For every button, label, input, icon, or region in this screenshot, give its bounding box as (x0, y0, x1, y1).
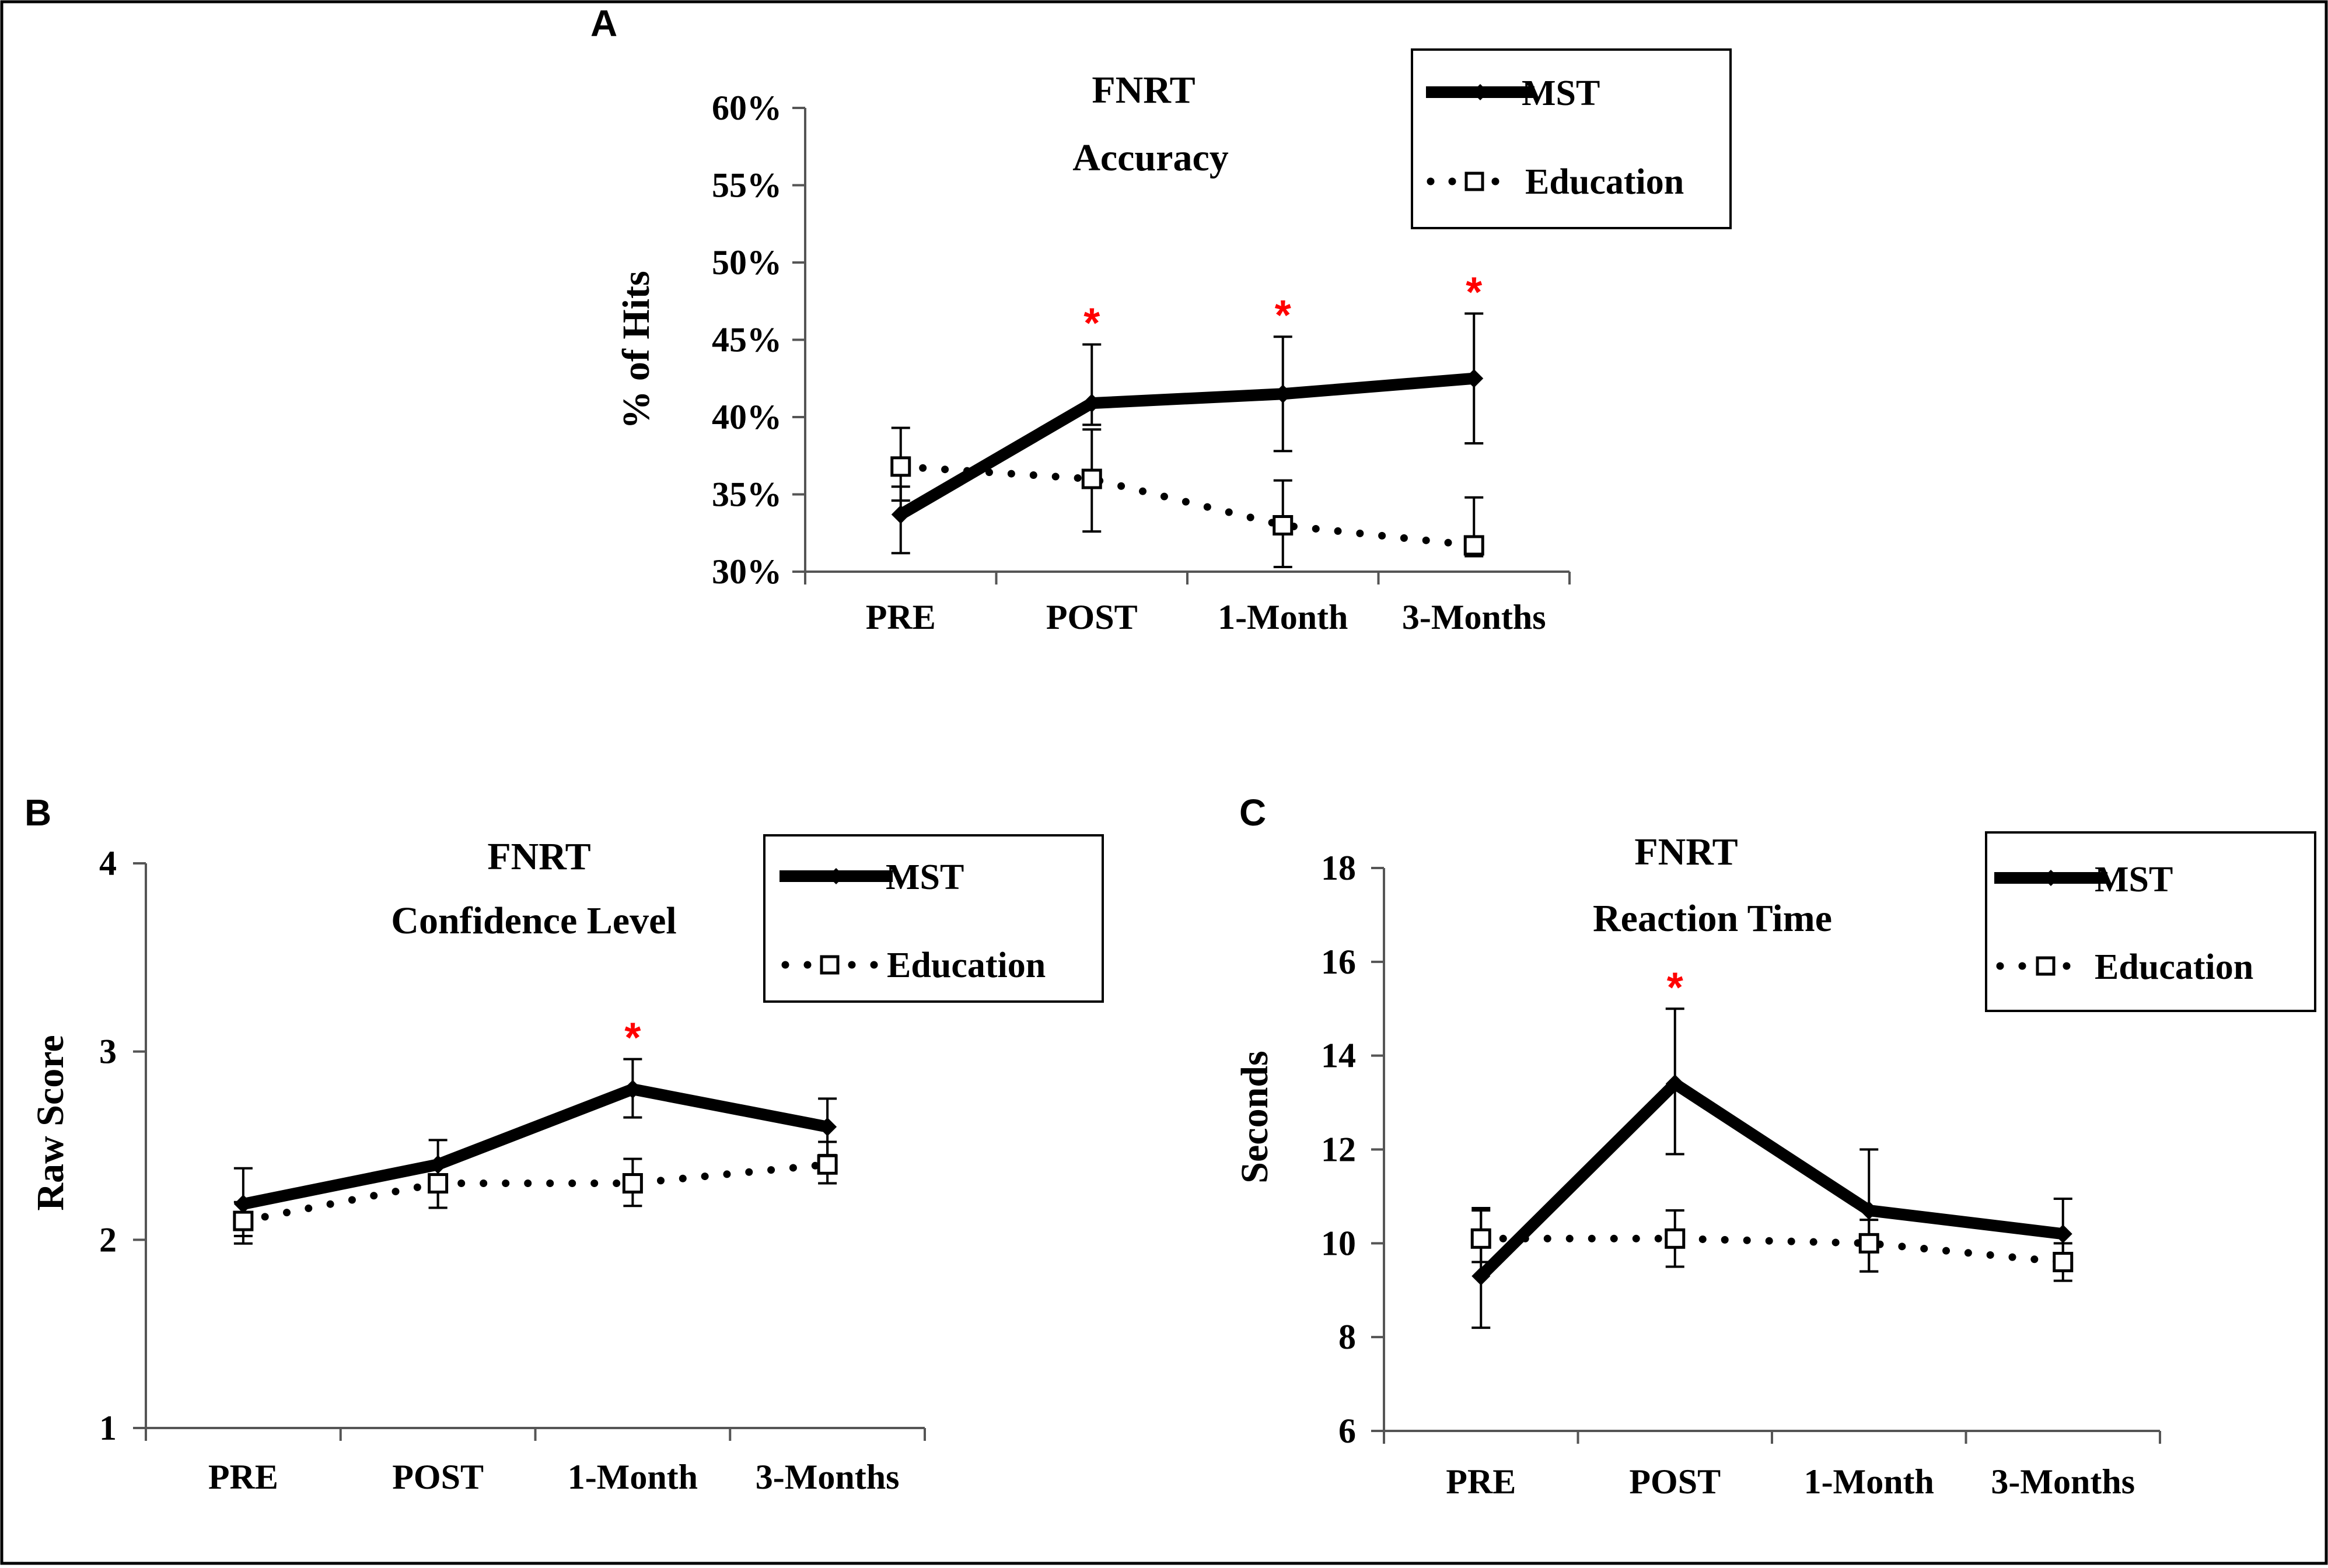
panel-a-significance-star: * (1275, 292, 1291, 339)
panel-c-y-axis-label: Seconds (1233, 1051, 1276, 1183)
panel-a-mst-line (897, 372, 1475, 520)
panel-c-education-marker (1665, 1228, 1686, 1249)
panel-a-y-tick-label: 35% (712, 475, 782, 514)
panel-c-legend-education-marker (2036, 956, 2056, 976)
panel-c-mst-marker (2053, 1224, 2072, 1244)
panel-b-y-tick-label: 3 (99, 1032, 117, 1071)
panel-a-y-tick-label: 55% (712, 166, 782, 205)
panel-c-title-line-1: FNRT (1634, 831, 1738, 873)
panel-b-legend-education-marker (820, 955, 840, 975)
panel-b-x-tick-label: PRE (208, 1458, 278, 1496)
panel-b-legend: MST Education (763, 834, 1104, 1003)
panel-b-y-tick-label: 1 (99, 1409, 117, 1447)
panel-a-legend-mst-marker (1472, 84, 1488, 100)
panel-c-education-line (1477, 1234, 2067, 1266)
panel-a: A FNRT Accuracy % of Hits MST Education … (590, 2, 1732, 636)
panel-c-x-tick-label: PRE (1446, 1462, 1516, 1501)
panel-a-title-line-1: FNRT (1092, 69, 1195, 111)
panel-a-x-tick-label: 3-Months (1402, 598, 1546, 636)
panel-c-legend-mst-label: MST (2095, 860, 2173, 900)
panel-a-y-tick-label: 30% (712, 552, 782, 591)
panel-a-y-tick-label: 60% (712, 89, 782, 127)
panel-b-x-tick-label: 3-Months (756, 1458, 900, 1496)
panel-b-education-line (239, 1160, 831, 1225)
panel-c-y-tick-label: 8 (1338, 1318, 1356, 1356)
panel-b-x-tick-label: 1-Month (568, 1458, 698, 1496)
panel-c-mst-marker (1665, 1074, 1684, 1093)
panel-c-x-tick-label: 3-Months (1991, 1462, 2135, 1501)
panel-c-y-tick-label: 14 (1321, 1037, 1356, 1075)
panel-a-y-tick-label: 50% (712, 243, 782, 282)
panel-c-mst-marker (1859, 1201, 1879, 1220)
panel-c-education-marker (2053, 1252, 2074, 1272)
panel-a-legend-education-marker (1464, 172, 1484, 191)
panel-c-letter: C (1239, 792, 1266, 834)
panel-c-mst-marker (1471, 1266, 1491, 1286)
panel-c-y-tick-label: 18 (1321, 849, 1356, 887)
panel-c-x-tick-label: 1-Month (1804, 1462, 1934, 1501)
panel-c-education-marker (1470, 1228, 1491, 1249)
panel-c-legend-box (1985, 831, 2316, 1012)
panel-c-y-tick-label: 16 (1321, 943, 1356, 981)
panel-c-y-tick-label: 6 (1338, 1412, 1356, 1450)
panel-c-significance-star: * (1667, 964, 1683, 1011)
panel-c-y-tick-label: 12 (1321, 1130, 1356, 1169)
panel-a-mst-marker (1464, 369, 1484, 388)
panel-b-legend-education-label: Education (887, 946, 1046, 985)
panel-a-legend: MST Education (1411, 48, 1732, 229)
panel-c-title-line-2: Reaction Time (1593, 897, 1832, 940)
panel-a-education-marker (1463, 535, 1484, 556)
panel-a-y-tick-label: 45% (712, 321, 782, 359)
panel-a-education-marker (1081, 468, 1102, 489)
panel-b-title-line-2: Confidence Level (391, 900, 676, 942)
panel-b-education-marker (817, 1154, 838, 1175)
panel-a-letter: A (590, 2, 617, 44)
panel-a-significance-star: * (1083, 300, 1100, 346)
panel-a-education-marker (1273, 515, 1294, 536)
panel-b-letter: B (25, 792, 51, 834)
panel-b-legend-mst-marker (828, 868, 844, 884)
panel-b-y-axis-label: Raw Score (29, 1035, 72, 1210)
panel-b-y-tick-label: 2 (99, 1220, 117, 1259)
panel-b-x-tick-label: POST (392, 1458, 484, 1496)
panel-b-mst-marker (623, 1080, 642, 1099)
panel-c-mst-line (1477, 1077, 2064, 1280)
panel-b-title-line-1: FNRT (487, 835, 590, 878)
panel-a-legend-education-label: Education (1525, 162, 1684, 202)
panel-a-significance-star: * (1466, 269, 1482, 316)
panel-b-significance-star: * (624, 1015, 641, 1062)
panel-a-legend-mst-label: MST (1522, 74, 1600, 113)
panel-a-x-tick-label: PRE (866, 598, 936, 636)
panel-c-x-tick-label: POST (1629, 1462, 1721, 1501)
panel-a-y-tick-label: 40% (712, 398, 782, 436)
panel-a-education-line (897, 463, 1478, 550)
panel-a-y-axis-label: % of Hits (615, 271, 658, 429)
panel-c: C FNRT Reaction Time Seconds MST Educati… (1233, 792, 2316, 1501)
panel-a-legend-box (1411, 48, 1732, 229)
panel-a-x-tick-label: 1-Month (1218, 598, 1348, 636)
panel-a-education-marker (890, 456, 911, 477)
panel-c-education-marker (1858, 1233, 1879, 1254)
panel-b: B FNRT Confidence Level Raw Score MST Ed… (25, 792, 1104, 1496)
panel-b-y-tick-label: 4 (99, 844, 117, 883)
panel-c-legend-education-label: Education (2095, 947, 2253, 987)
panel-a-x-tick-label: POST (1046, 598, 1138, 636)
panel-a-mst-marker (891, 505, 910, 524)
panel-a-title-line-2: Accuracy (1072, 136, 1229, 179)
panel-c-y-tick-label: 10 (1321, 1224, 1356, 1262)
panel-b-education-marker (622, 1173, 643, 1194)
panel-c-legend: MST Education (1985, 831, 2316, 1012)
panel-b-education-marker (233, 1210, 254, 1231)
panel-c-legend-mst-marker (2043, 870, 2059, 886)
panel-b-legend-mst-label: MST (886, 858, 964, 897)
panel-b-mst-marker (818, 1117, 837, 1136)
panel-a-mst-marker (1273, 384, 1292, 404)
panel-b-education-marker (428, 1173, 449, 1194)
panel-b-mst-line (242, 1083, 829, 1210)
panel-a-mst-marker (1082, 394, 1102, 413)
